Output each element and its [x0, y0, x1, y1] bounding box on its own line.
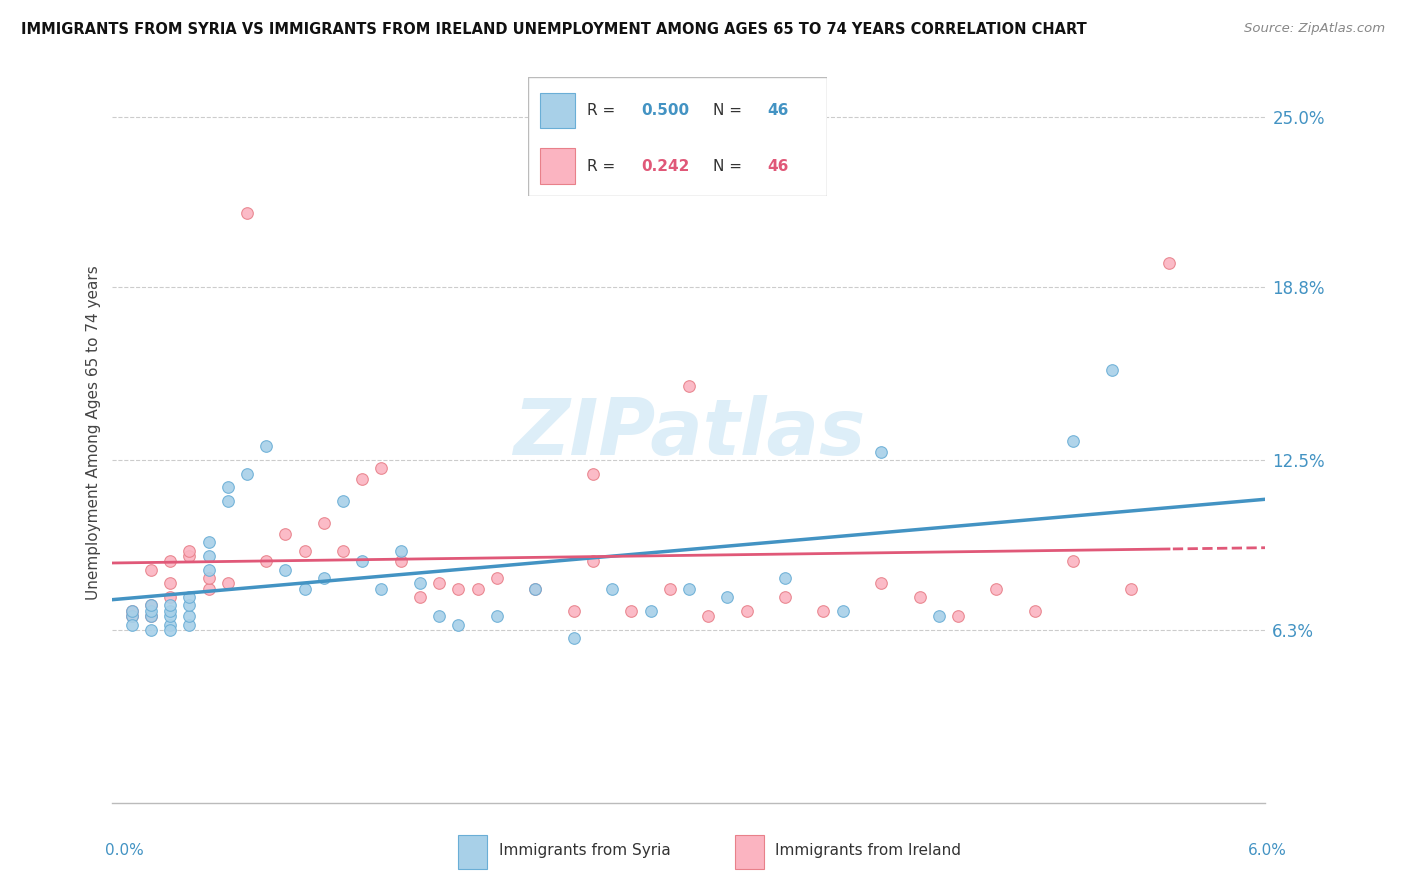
Point [831, 604, 853, 618]
Point [1119, 582, 1142, 596]
Point [294, 543, 316, 558]
Point [312, 516, 335, 530]
Point [427, 576, 450, 591]
Point [524, 582, 547, 596]
Point [159, 590, 181, 604]
Point [986, 582, 1008, 596]
Point [159, 576, 181, 591]
Point [312, 571, 335, 585]
Point [600, 582, 623, 596]
Y-axis label: Unemployment Among Ages 65 to 74 years: Unemployment Among Ages 65 to 74 years [86, 265, 101, 600]
Point [121, 609, 143, 624]
Point [159, 554, 181, 568]
Point [352, 472, 374, 486]
Point [159, 609, 181, 624]
Point [562, 604, 585, 618]
Point [197, 582, 219, 596]
Point [946, 609, 969, 624]
Point [582, 467, 605, 481]
Point [197, 571, 219, 585]
Point [524, 582, 547, 596]
Point [1062, 554, 1084, 568]
Point [582, 554, 605, 568]
Point [159, 623, 181, 637]
Point [236, 206, 259, 220]
Point [197, 563, 219, 577]
Text: Source: ZipAtlas.com: Source: ZipAtlas.com [1244, 22, 1385, 36]
Text: IMMIGRANTS FROM SYRIA VS IMMIGRANTS FROM IRELAND UNEMPLOYMENT AMONG AGES 65 TO 7: IMMIGRANTS FROM SYRIA VS IMMIGRANTS FROM… [21, 22, 1087, 37]
Point [1024, 604, 1046, 618]
Point [236, 467, 259, 481]
Point [254, 439, 277, 453]
Point [467, 582, 489, 596]
Point [179, 543, 201, 558]
Point [121, 617, 143, 632]
Point [389, 554, 412, 568]
Point [179, 599, 201, 613]
Point [332, 543, 354, 558]
Point [121, 604, 143, 618]
Point [908, 590, 931, 604]
Point [562, 632, 585, 646]
Point [217, 494, 239, 508]
Point [197, 549, 219, 563]
Point [678, 379, 700, 393]
Point [197, 535, 219, 549]
Point [1101, 362, 1123, 376]
Text: 6.0%: 6.0% [1247, 843, 1286, 858]
Point [870, 445, 893, 459]
Point [678, 582, 700, 596]
Point [217, 576, 239, 591]
Point [352, 554, 374, 568]
Point [139, 599, 162, 613]
Point [179, 590, 201, 604]
Point [1062, 434, 1084, 448]
Point [370, 461, 392, 475]
Point [773, 590, 796, 604]
Point [139, 609, 162, 624]
Point [159, 599, 181, 613]
Point [735, 604, 758, 618]
Point [332, 494, 354, 508]
Point [928, 609, 950, 624]
Point [159, 617, 181, 632]
Point [139, 623, 162, 637]
Point [370, 582, 392, 596]
Point [409, 576, 432, 591]
Point [813, 604, 835, 618]
Point [121, 609, 143, 624]
Point [447, 582, 470, 596]
Point [427, 609, 450, 624]
Point [179, 617, 201, 632]
Point [139, 599, 162, 613]
Point [254, 554, 277, 568]
Point [139, 563, 162, 577]
Point [409, 590, 432, 604]
Point [658, 582, 681, 596]
Point [773, 571, 796, 585]
Point [121, 604, 143, 618]
Point [294, 582, 316, 596]
Point [139, 604, 162, 618]
Point [159, 604, 181, 618]
Point [1159, 255, 1181, 269]
Point [179, 549, 201, 563]
Point [139, 609, 162, 624]
Point [274, 563, 297, 577]
Point [389, 543, 412, 558]
Point [640, 604, 662, 618]
Text: 0.0%: 0.0% [105, 843, 145, 858]
Point [716, 590, 738, 604]
Point [697, 609, 720, 624]
Point [274, 527, 297, 541]
Text: ZIPatlas: ZIPatlas [513, 394, 865, 471]
Point [870, 576, 893, 591]
Point [620, 604, 643, 618]
Point [179, 609, 201, 624]
Point [485, 609, 508, 624]
Point [447, 617, 470, 632]
Point [485, 571, 508, 585]
Point [217, 480, 239, 494]
